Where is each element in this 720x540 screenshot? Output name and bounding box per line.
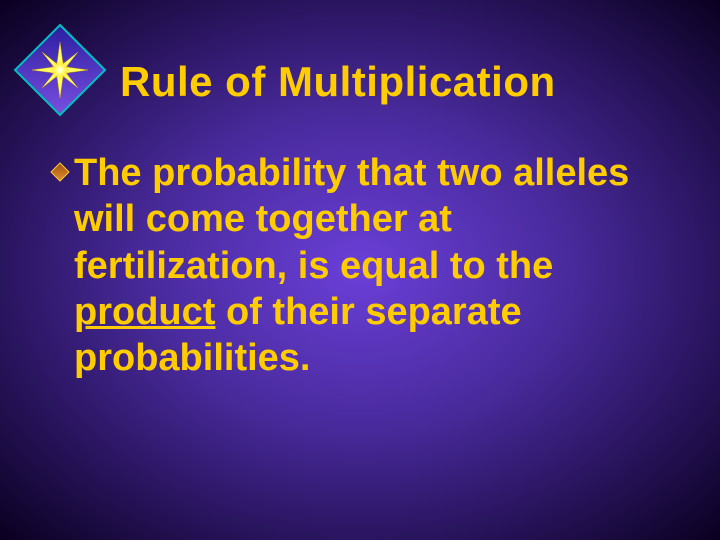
slide-title: Rule of Multiplication bbox=[120, 58, 690, 106]
slide-body: The probability that two alleles will co… bbox=[50, 150, 670, 382]
bullet-text: The probability that two alleles will co… bbox=[74, 150, 670, 382]
bullet-text-underlined: product bbox=[74, 291, 215, 333]
bullet-item: The probability that two alleles will co… bbox=[50, 150, 670, 382]
bullet-text-part-1: The probability that two alleles will co… bbox=[74, 152, 629, 287]
diamond-icon bbox=[10, 20, 110, 120]
title-graphic bbox=[10, 20, 110, 120]
slide: Rule of Multiplication The probability t… bbox=[0, 0, 720, 540]
diamond-bullet-icon bbox=[50, 162, 70, 182]
